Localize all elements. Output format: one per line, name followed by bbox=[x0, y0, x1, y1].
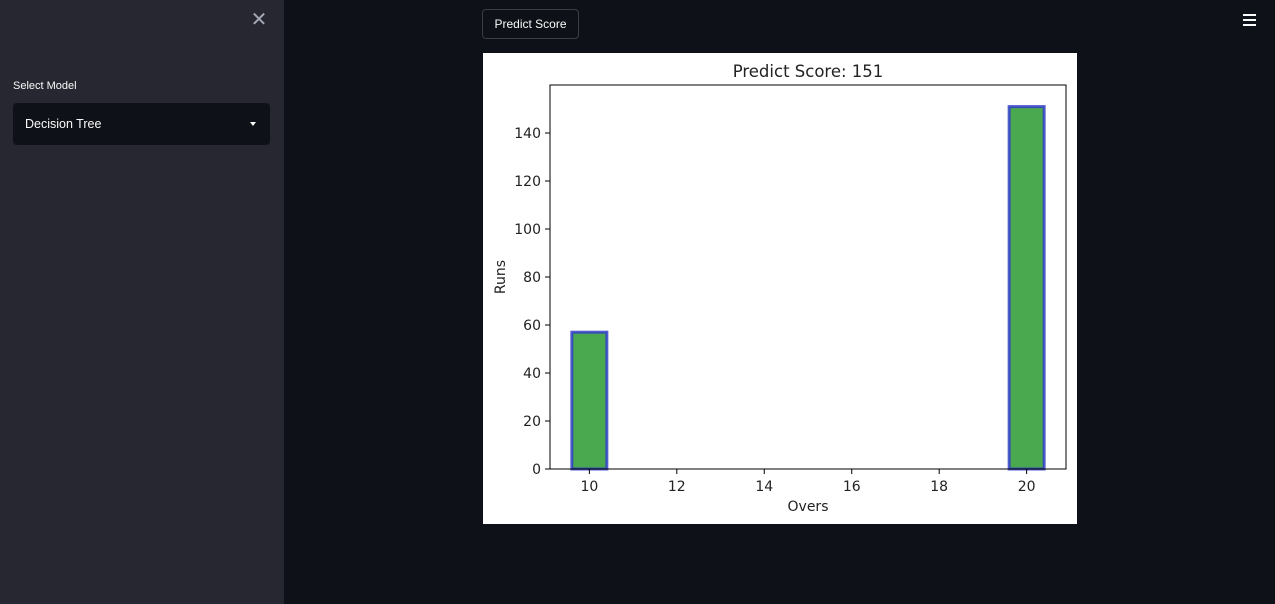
bar-10 bbox=[570, 330, 609, 471]
x-tick-label-18: 18 bbox=[930, 479, 948, 495]
chart-title: Predict Score: 151 bbox=[733, 62, 884, 81]
y-tick-label-60: 60 bbox=[523, 318, 541, 334]
sidebar: ✕ Select Model Decision Tree bbox=[0, 0, 284, 604]
main-content: Predict Score 10 12 14 16 18 20 0 20 40 60 80 100 12… bbox=[284, 0, 1275, 604]
model-select-value: Decision Tree bbox=[25, 117, 102, 131]
y-tick-label-40: 40 bbox=[523, 366, 541, 382]
y-tick-label-100: 100 bbox=[514, 222, 541, 238]
x-tick-label-10: 10 bbox=[580, 479, 598, 495]
bar-20 bbox=[1007, 105, 1046, 471]
x-tick-label-14: 14 bbox=[755, 479, 773, 495]
y-tick-label-80: 80 bbox=[523, 270, 541, 286]
y-tick-label-120: 120 bbox=[514, 174, 541, 190]
x-tick-label-20: 20 bbox=[1018, 479, 1036, 495]
x-tick-label-16: 16 bbox=[843, 479, 861, 495]
y-axis-label: Runs bbox=[493, 260, 509, 294]
close-sidebar-icon[interactable]: ✕ bbox=[250, 9, 268, 31]
chart-card: 10 12 14 16 18 20 0 20 40 60 80 100 120 140 Predict Sc… bbox=[483, 53, 1077, 524]
predict-score-button[interactable]: Predict Score bbox=[482, 9, 579, 39]
x-axis-label: Overs bbox=[788, 499, 829, 515]
hamburger-menu-icon[interactable] bbox=[1243, 14, 1256, 26]
bar-chart: 10 12 14 16 18 20 0 20 40 60 80 100 120 140 Predict Sc… bbox=[493, 62, 1067, 515]
y-tick-label-0: 0 bbox=[532, 462, 541, 478]
model-select[interactable]: Decision Tree bbox=[13, 103, 270, 145]
y-tick-label-140: 140 bbox=[514, 126, 541, 142]
x-tick-label-12: 12 bbox=[668, 479, 686, 495]
chevron-down-icon bbox=[250, 122, 256, 126]
plot-frame bbox=[549, 84, 1067, 470]
select-model-label: Select Model bbox=[13, 80, 77, 92]
y-tick-label-20: 20 bbox=[523, 414, 541, 430]
